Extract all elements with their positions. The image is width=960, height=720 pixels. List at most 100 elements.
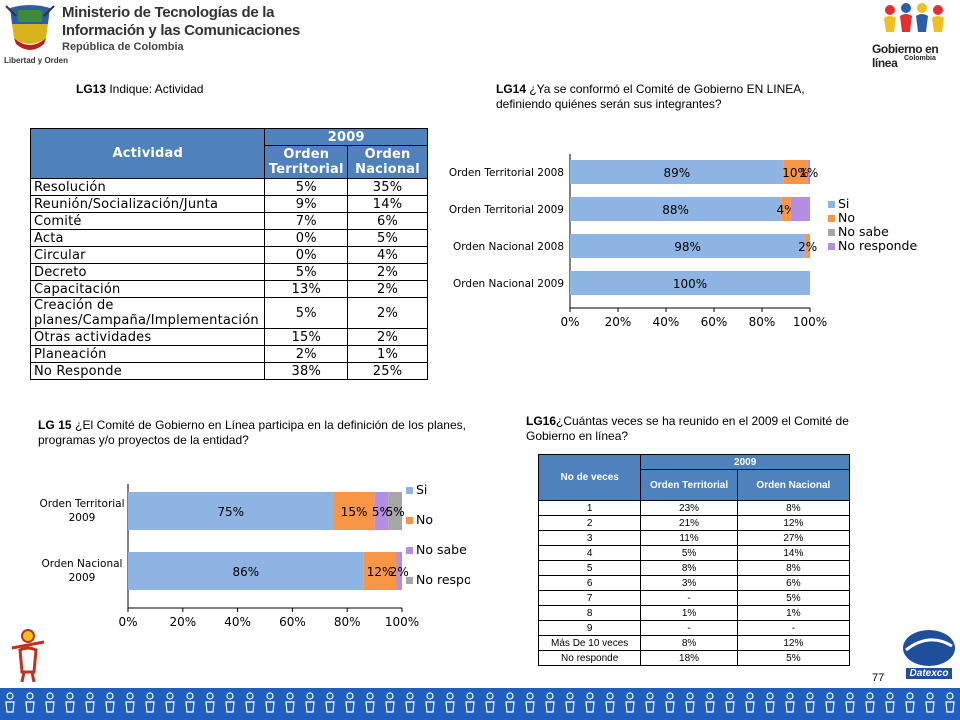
people-figure-icon [785, 701, 795, 713]
nacional-cell: 35% [347, 178, 428, 196]
legend-swatch [406, 487, 413, 494]
data-label: 2% [798, 240, 817, 254]
table-row: 5 8% 8% [537, 560, 851, 576]
category-label: 2009 [69, 572, 96, 584]
people-figure-icon [265, 701, 275, 713]
table-row: Reunión/Socialización/Junta 9% 14% [29, 195, 428, 213]
bar-segment-no-responde [790, 197, 810, 221]
people-figure-icon [246, 692, 254, 700]
header-actividad: Actividad [29, 128, 266, 179]
people-figure-icon [26, 692, 34, 700]
coat-of-arms-logo [4, 2, 56, 60]
bar-segment-si [570, 271, 810, 295]
people-figure-icon [426, 692, 434, 700]
veces-cell: 7 [537, 590, 642, 606]
gobierno-en-linea-sub: Colombia [904, 55, 936, 62]
territorial-cell: 0% [264, 229, 349, 247]
activity-table: Actividad 2009 Orden Territorial Orden N… [29, 128, 428, 380]
bar-segment-no [783, 160, 808, 184]
activity-cell: Acta [29, 229, 266, 247]
category-label: Orden Nacional 2009 [453, 278, 564, 290]
people-figure-icon [86, 692, 94, 700]
people-figure-icon [25, 701, 35, 713]
legend-label: No [416, 512, 433, 527]
people-figure-icon [705, 701, 715, 713]
nacional-cell: 6% [736, 575, 851, 591]
people-figure-icon [746, 692, 754, 700]
people-figure-icon [725, 701, 735, 713]
people-figure-icon [325, 701, 335, 713]
table-row: No responde 18% 5% [537, 650, 851, 666]
people-figure-icon [606, 692, 614, 700]
people-figure-icon [185, 701, 195, 713]
table-row: 4 5% 14% [537, 545, 851, 561]
motto-text: Libertad y Orden [4, 56, 69, 65]
veces-cell: 4 [537, 545, 642, 561]
people-figure-icon [465, 701, 475, 713]
legend-label: Si [416, 482, 427, 497]
header-year-2: 2009 [640, 454, 850, 470]
x-tick-label: 40% [653, 315, 680, 329]
question-lg13: LG13 Indique: Actividad [76, 82, 376, 97]
people-figure-icon [626, 692, 634, 700]
header-veces: No de veces [537, 454, 642, 501]
people-figure-icon [585, 701, 595, 713]
people-figure-icon [186, 692, 194, 700]
people-figure-icon [546, 692, 554, 700]
legend-label: No [838, 210, 855, 225]
people-figure-icon [905, 701, 915, 713]
territorial-cell: - [640, 590, 738, 606]
table-row: 1 23% 8% [537, 500, 851, 516]
bar-segment-no [363, 552, 397, 590]
category-label: Orden Nacional 2008 [453, 241, 564, 253]
activity-cell: No Responde [29, 362, 266, 380]
question-lg16: LG16¿Cuántas veces se ha reunido en el 2… [526, 414, 886, 444]
chart-lg14: 0% 20% 40% 60% 80% 100% Orden Territorial 2008… [449, 154, 917, 329]
x-tick-label: 20% [169, 615, 196, 628]
people-figure-icon [765, 701, 775, 713]
table-row: Acta 0% 5% [29, 229, 428, 247]
question-lg15: LG 15 ¿El Comité de Gobierno en Línea pa… [38, 418, 466, 448]
territorial-cell: 3% [640, 575, 738, 591]
data-label: 89% [663, 166, 690, 180]
people-figure-icon [545, 701, 555, 713]
people-figure-icon [505, 701, 515, 713]
meetings-table: No de veces 2009 Orden Territorial Orden… [537, 454, 851, 666]
people-figure-icon [245, 701, 255, 713]
table-row: 7-5% [537, 590, 851, 606]
nacional-cell: - [736, 620, 851, 636]
people-figure-icon [125, 701, 135, 713]
people-figure-icon [46, 692, 54, 700]
activity-cell: Resolución [29, 178, 266, 196]
people-figure-icon [726, 692, 734, 700]
people-figure-icon [666, 692, 674, 700]
legend-swatch [828, 243, 835, 250]
veces-cell: Más De 10 veces [537, 635, 642, 651]
people-figure-icon [466, 692, 474, 700]
people-figure-icon [826, 692, 834, 700]
table-row: 6 3% 6% [537, 575, 851, 591]
nacional-cell: 8% [736, 500, 851, 516]
nacional-cell: 2% [347, 280, 428, 298]
nacional-cell: 5% [347, 229, 428, 247]
people-figure-icon [866, 692, 874, 700]
table-row: 3 11% 27% [537, 530, 851, 546]
bar-segment-si [128, 492, 334, 530]
table-row: Otras actividades 15% 2% [29, 328, 428, 346]
people-figure-icon [405, 701, 415, 713]
legend-swatch [828, 215, 835, 222]
bar-segment-si [128, 552, 364, 590]
legend-label: No sabe [416, 542, 467, 557]
activity-cell: Planeación [29, 345, 266, 363]
category-label: Orden Territorial 2008 [449, 167, 564, 179]
x-tick-label: 100% [385, 615, 419, 628]
ministry-name-line1: Ministerio de Tecnologías de la [62, 4, 275, 21]
territorial-cell: 21% [640, 515, 738, 531]
question-lg14-text: ¿Ya se conformó el Comité de Gobierno EN… [496, 82, 805, 111]
people-figure-icon [45, 701, 55, 713]
bar-segment-no [805, 234, 810, 258]
datexco-logo [902, 628, 956, 686]
people-figure-icon [486, 692, 494, 700]
bar-segment-no-responde [807, 160, 810, 184]
table-row: Resolución 5% 35% [29, 178, 428, 196]
